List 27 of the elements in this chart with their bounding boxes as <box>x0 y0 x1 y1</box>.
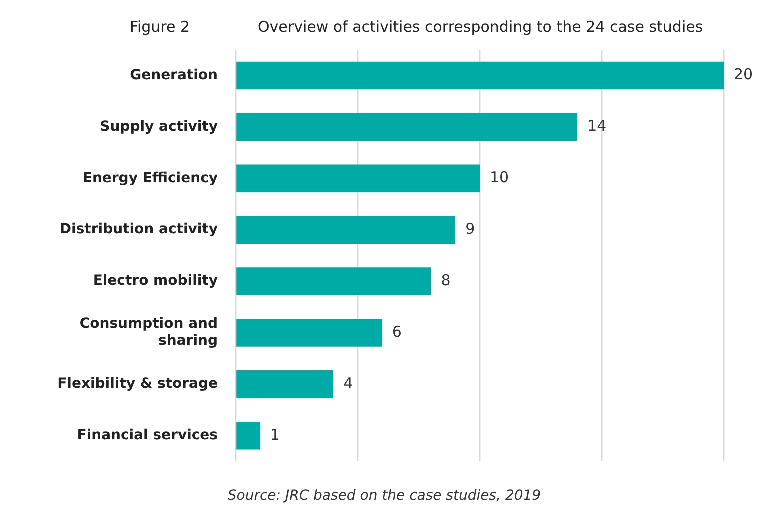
bar <box>236 422 260 450</box>
data-label: 20 <box>734 66 754 84</box>
y-tick-label: Flexibility & storage <box>58 376 218 392</box>
bar <box>236 164 480 193</box>
y-tick-label: Generation <box>130 67 218 84</box>
y-tick-label: Financial services <box>77 428 218 444</box>
data-label: 8 <box>441 271 451 290</box>
bar <box>236 319 382 347</box>
data-label: 10 <box>490 168 510 187</box>
y-tick-label: Energy Efficiency <box>82 170 218 186</box>
data-label: 6 <box>392 322 402 341</box>
bar <box>236 113 578 142</box>
y-tick-label: Distribution activity <box>60 222 218 238</box>
source-note: Source: JRC based on the case studies, 2019 <box>226 488 542 504</box>
data-label: 4 <box>344 374 354 392</box>
bar <box>236 216 456 244</box>
chart-title: Figure 2 <box>128 18 192 36</box>
bar <box>236 370 334 398</box>
bar <box>236 268 432 296</box>
y-tick-label: Consumption and sharing <box>80 316 218 350</box>
data-label: 1 <box>270 426 280 444</box>
chart-subtitle: Overview of activities corresponding to the 24 case studies <box>258 18 704 36</box>
data-label: 14 <box>588 117 607 136</box>
y-tick-label: Electro mobility <box>93 273 218 290</box>
data-label: 9 <box>466 220 476 238</box>
bar <box>236 62 724 90</box>
y-tick-label: Supply activity <box>100 118 218 135</box>
